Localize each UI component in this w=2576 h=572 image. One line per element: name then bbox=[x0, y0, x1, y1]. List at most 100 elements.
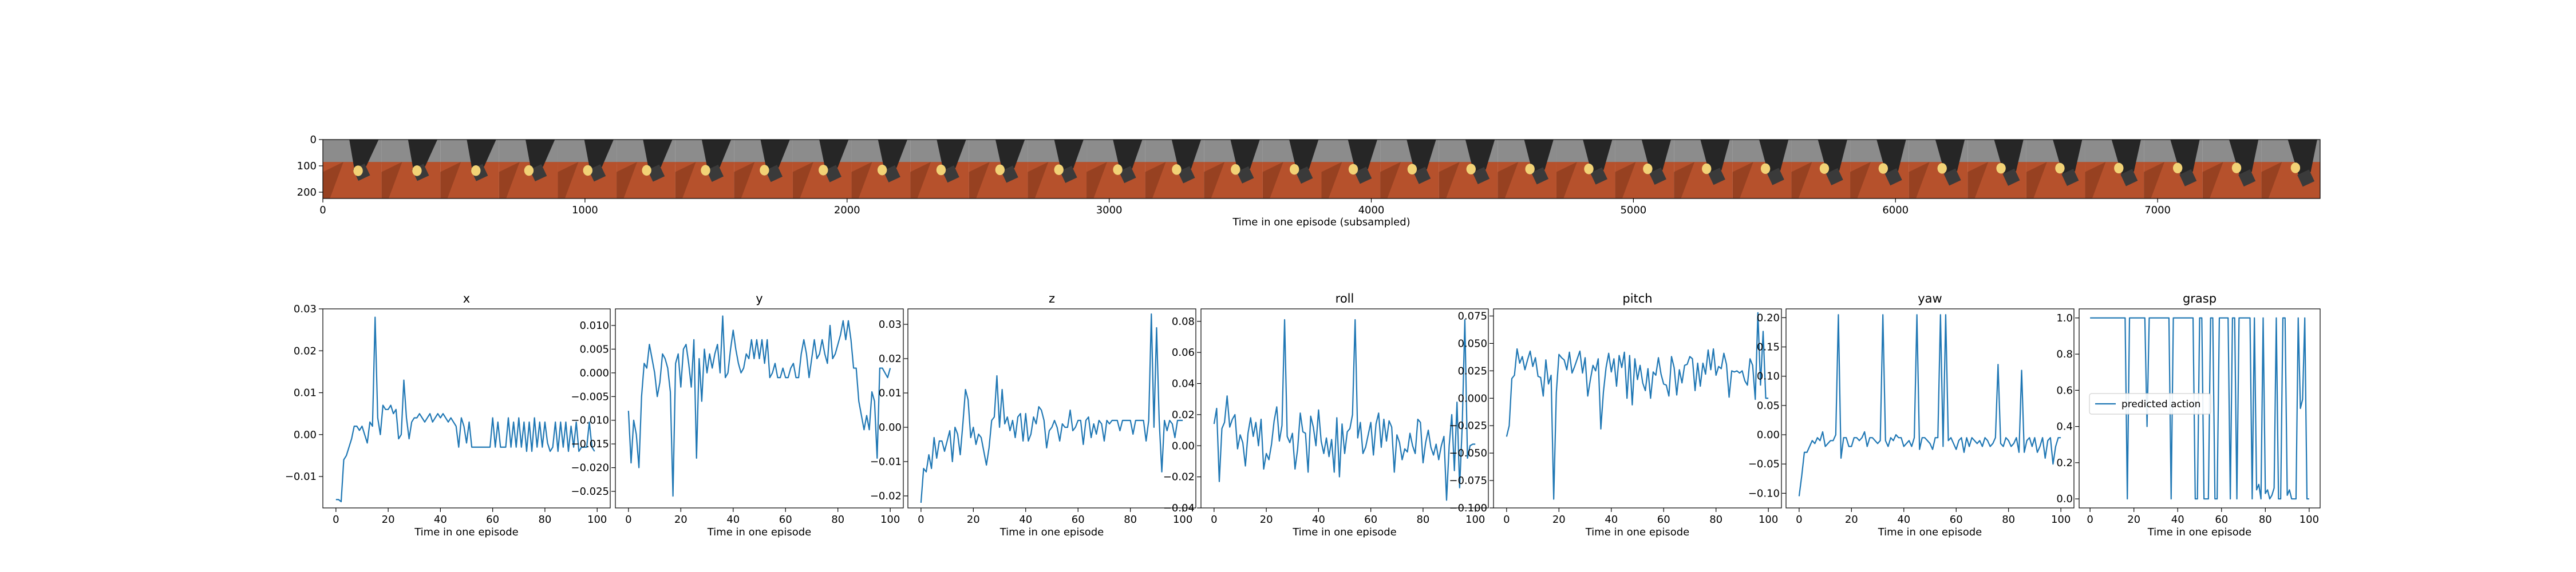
y-tick-label: 0.02 bbox=[294, 345, 317, 357]
x-axis-label: Time in one episode (subsampled) bbox=[1232, 216, 1410, 228]
y-tick-label: 0.15 bbox=[1757, 341, 1780, 353]
frame-table-shadow bbox=[2026, 162, 2047, 198]
series-line bbox=[1798, 314, 2061, 496]
x-axis-label: Time in one episode bbox=[1292, 526, 1397, 538]
y-tick-label: −0.02 bbox=[1163, 471, 1195, 483]
x-tick-label: 0 bbox=[1211, 514, 1217, 526]
x-axis-label: Time in one episode bbox=[999, 526, 1104, 538]
chart-x: 0 20 40 60 80 100 −0.01 0.00 0.01 0.02 0.03 x Time i… bbox=[285, 292, 611, 538]
episode-frame bbox=[323, 140, 382, 198]
frame-table-shadow bbox=[1380, 162, 1401, 198]
episode-frame bbox=[2261, 140, 2320, 198]
frame-table-shadow bbox=[1674, 162, 1695, 198]
episode-frame bbox=[1380, 140, 1439, 198]
frame-table-shadow bbox=[1439, 162, 1460, 198]
episode-frame bbox=[617, 140, 675, 198]
x-tick-label: 40 bbox=[1019, 514, 1032, 526]
y-tick-label: 0.20 bbox=[1757, 312, 1780, 324]
y-tick-label: 100 bbox=[297, 160, 317, 172]
y-tick-label: 0.03 bbox=[294, 303, 317, 315]
grasp-object bbox=[524, 165, 534, 176]
frame-table-shadow bbox=[1145, 162, 1166, 198]
y-tick-label: 0.00 bbox=[1172, 440, 1195, 452]
x-tick-label: 100 bbox=[1759, 514, 1778, 526]
plot-area bbox=[1201, 309, 1488, 508]
y-tick-label: 0.00 bbox=[294, 429, 317, 441]
robot-gripper bbox=[1531, 167, 1549, 185]
x-tick-label: 40 bbox=[726, 514, 740, 526]
x-tick-label: 0 bbox=[625, 514, 631, 526]
chart-yaw: 0 20 40 60 80 100 −0.10 −0.05 0.00 0.05 0.10 0.15 0.… bbox=[1748, 292, 2075, 538]
y-tick-label: 0.04 bbox=[1172, 378, 1195, 390]
robot-arm bbox=[1994, 140, 2024, 176]
y-tick-label: 1.0 bbox=[2056, 312, 2073, 324]
x-tick-label: 80 bbox=[1416, 514, 1429, 526]
grasp-object bbox=[1407, 164, 1417, 175]
grasp-object bbox=[1937, 163, 1947, 174]
x-tick-label: 6000 bbox=[1882, 204, 1909, 216]
x-tick-label: 100 bbox=[880, 514, 900, 526]
x-axis-label: Time in one episode bbox=[707, 526, 812, 538]
frame-table-shadow bbox=[1204, 162, 1225, 198]
grasp-object bbox=[2172, 162, 2183, 174]
x-tick-label: 5000 bbox=[1620, 204, 1646, 216]
episode-frame bbox=[1967, 140, 2026, 198]
frame-table-shadow bbox=[2202, 162, 2223, 198]
robot-gripper bbox=[1413, 166, 1431, 184]
x-tick-label: 100 bbox=[2300, 514, 2319, 526]
robot-gripper bbox=[2061, 169, 2079, 186]
series-line bbox=[1506, 312, 1769, 500]
frame-table-shadow bbox=[617, 162, 638, 198]
grasp-object bbox=[877, 164, 887, 176]
x-tick-label: 20 bbox=[382, 514, 395, 526]
robot-gripper bbox=[1119, 166, 1136, 184]
robot-arm bbox=[2053, 140, 2083, 176]
grasp-object bbox=[819, 165, 828, 176]
grasp-object bbox=[1054, 164, 1064, 175]
x-tick-label: 80 bbox=[538, 514, 551, 526]
y-tick-label: 0.02 bbox=[879, 353, 902, 365]
robot-gripper bbox=[2297, 169, 2315, 187]
episode-frame bbox=[499, 140, 558, 198]
robot-gripper bbox=[530, 164, 547, 182]
series-line bbox=[920, 313, 1183, 503]
episode-frame bbox=[2144, 140, 2203, 198]
x-tick-label: 3000 bbox=[1096, 204, 1123, 216]
robot-gripper bbox=[1590, 167, 1608, 185]
grasp-object bbox=[760, 165, 769, 176]
y-tick-label: 0.000 bbox=[579, 367, 609, 379]
grasp-object bbox=[1643, 163, 1653, 174]
y-tick-label: 0.010 bbox=[579, 320, 609, 332]
robot-arm bbox=[2111, 140, 2142, 176]
frame-table-shadow bbox=[2144, 162, 2165, 198]
frame-table-shadow bbox=[499, 162, 520, 198]
grasp-object bbox=[1819, 163, 1830, 174]
frame-table-shadow bbox=[1850, 162, 1871, 198]
grasp-object bbox=[1172, 164, 1182, 175]
y-tick-label: 0.05 bbox=[1757, 400, 1780, 412]
grasp-object bbox=[1525, 164, 1535, 174]
x-tick-label: 0 bbox=[1503, 514, 1510, 526]
chart-title: yaw bbox=[1918, 292, 1942, 305]
chart-grasp: 0 20 40 60 80 100 0.0 0.2 0.4 0.6 0.8 1.0 grasp Time … bbox=[2056, 292, 2321, 538]
episode-frame bbox=[2026, 140, 2085, 198]
episode-frame bbox=[1028, 140, 1087, 198]
y-tick-label: −0.05 bbox=[1748, 458, 1780, 470]
x-tick-label: 40 bbox=[1897, 514, 1910, 526]
grasp-object bbox=[1231, 164, 1240, 175]
x-tick-label: 60 bbox=[2215, 514, 2228, 526]
x-tick-label: 100 bbox=[1465, 514, 1485, 526]
episode-frame bbox=[2085, 140, 2144, 198]
y-tick-label: −0.10 bbox=[1748, 487, 1780, 499]
x-tick-label: 0 bbox=[319, 204, 326, 216]
y-tick-label: 0.2 bbox=[2056, 457, 2073, 469]
chart-y: 0 20 40 60 80 100 −0.025 −0.020 −0.015 −0.010 −0.0… bbox=[571, 292, 904, 538]
grasp-object bbox=[1348, 164, 1358, 175]
chart-pitch: 0 20 40 60 80 100−0.100−0.075−0.050−0.0250.00… bbox=[1449, 292, 1782, 538]
robot-arm bbox=[1876, 140, 1906, 176]
x-tick-label: 60 bbox=[1950, 514, 1963, 526]
robot-arm bbox=[1935, 140, 1965, 176]
x-tick-label: 60 bbox=[1657, 514, 1670, 526]
filmstrip-frame-border bbox=[322, 139, 2321, 199]
y-tick-label: 0.6 bbox=[2056, 384, 2073, 396]
